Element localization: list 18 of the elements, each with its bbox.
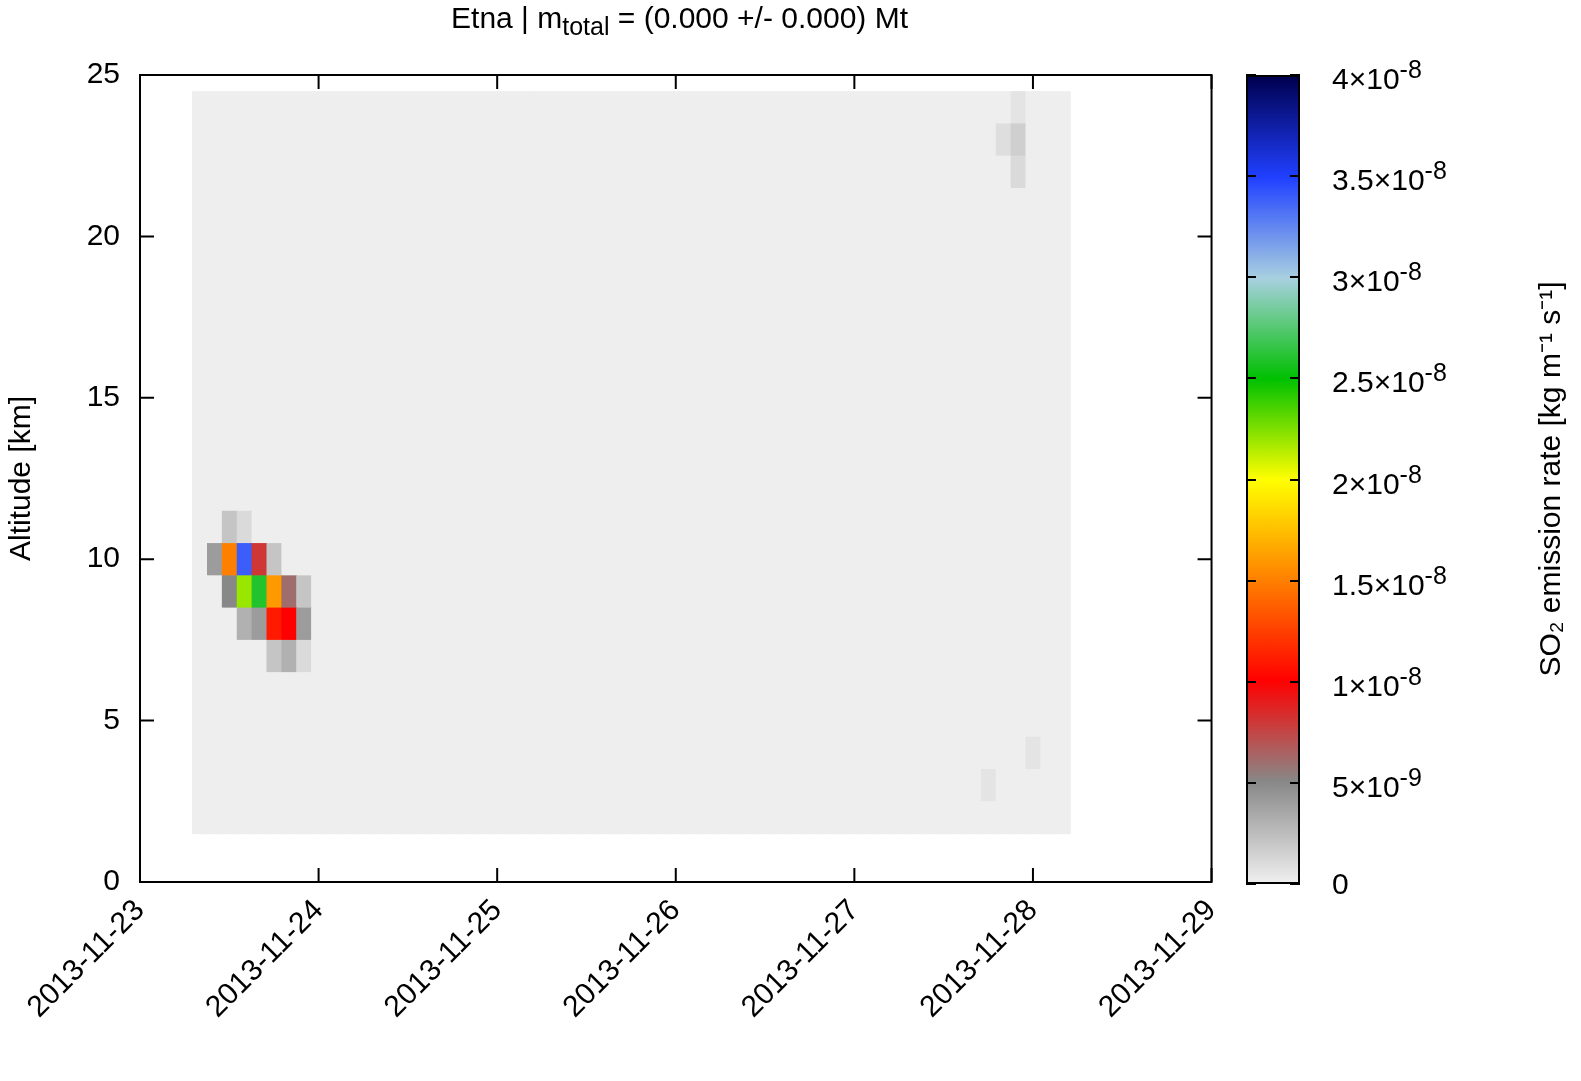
chart-title: Etna | m$_{total}$ = (0.000 +/- 0.000) Mt [450, 0, 909, 42]
color-bar-label: 5×10$^{-9}$ [1332, 762, 1422, 804]
y-axis-title: Altitude [km] [3, 395, 37, 562]
y-tick-label: 15 [86, 379, 120, 413]
color-bar-label: 1×10$^{-8}$ [1332, 661, 1422, 703]
color-bar-label: 0 [1332, 867, 1349, 901]
y-tick-label: 20 [86, 217, 120, 251]
y-tick-label: 5 [103, 701, 120, 735]
color-bar-label: 2×10$^{-8}$ [1332, 459, 1422, 500]
y-tick-label: 0 [103, 863, 120, 897]
color-bar-label: 2.5×10$^{-8}$ [1332, 357, 1447, 399]
color-bar-title: SO₂ emission rate [kg m⁻¹ s⁻¹] [1531, 281, 1567, 677]
color-bar-label: 3×10$^{-8}$ [1332, 256, 1422, 298]
y-tick-label: 25 [86, 56, 120, 90]
color-bar-label: 1.5×10$^{-8}$ [1332, 560, 1447, 602]
color-bar-label: 3.5×10$^{-8}$ [1332, 155, 1447, 197]
y-tick-label: 10 [86, 540, 120, 574]
color-bar-label: 4×10$^{-8}$ [1332, 54, 1422, 96]
